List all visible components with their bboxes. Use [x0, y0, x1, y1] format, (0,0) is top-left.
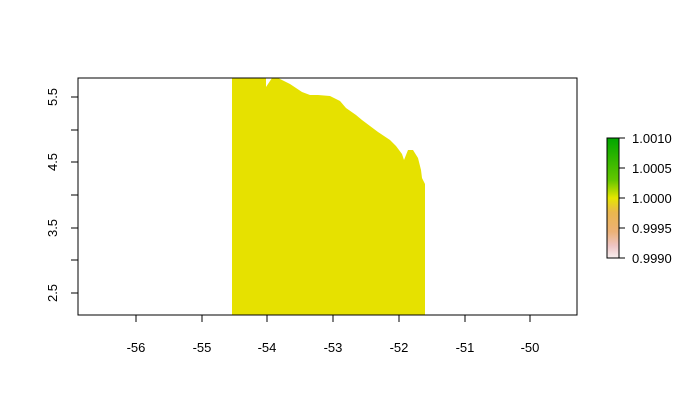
legend-tick-label: 0.9990 [632, 251, 672, 266]
y-tick-label: 5.5 [45, 88, 60, 106]
legend-tick-label: 0.9995 [632, 221, 672, 236]
y-tick-label: 2.5 [45, 284, 60, 302]
legend-tick-label: 1.0000 [632, 191, 672, 206]
y-tick-label: 3.5 [45, 219, 60, 237]
x-tick-label: -53 [324, 340, 343, 355]
legend-colorbar [606, 137, 620, 259]
legend: 1.0010 1.0005 1.0000 0.9995 0.9990 [606, 131, 672, 266]
raster-region [232, 78, 425, 315]
x-axis: -56 -55 -54 -53 -52 -51 -50 [127, 314, 540, 355]
x-tick-label: -52 [390, 340, 409, 355]
x-tick-label: -51 [456, 340, 475, 355]
x-tick-label: -54 [258, 340, 277, 355]
legend-tick-label: 1.0010 [632, 131, 672, 146]
x-tick-label: -55 [193, 340, 212, 355]
legend-tick-label: 1.0005 [632, 161, 672, 176]
y-tick-label: 4.5 [45, 153, 60, 171]
y-axis: 2.5 3.5 4.5 5.5 [45, 88, 79, 302]
x-tick-label: -56 [127, 340, 146, 355]
x-tick-label: -50 [521, 340, 540, 355]
